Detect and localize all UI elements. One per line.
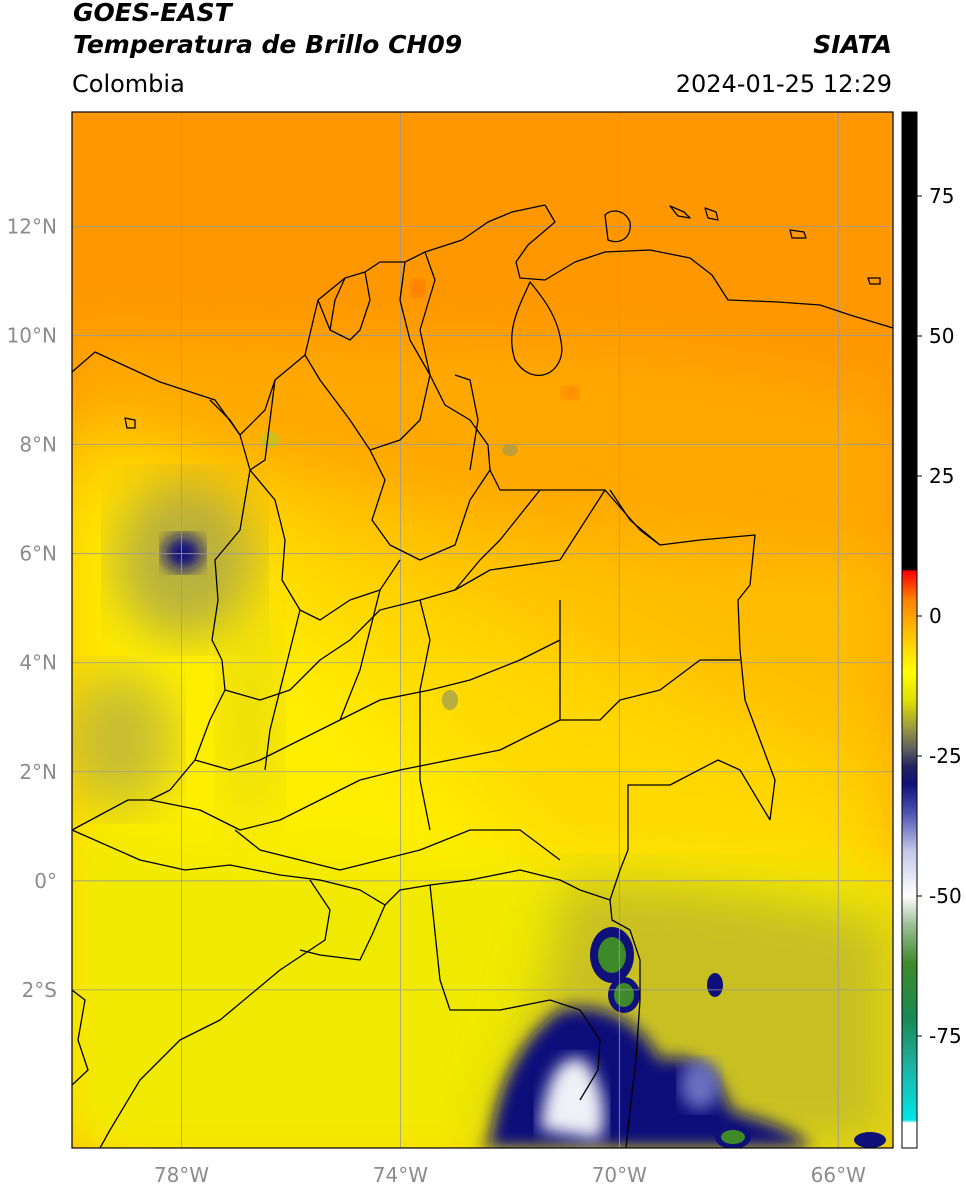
coastline-pacific-colombia xyxy=(72,434,251,831)
department-borders-f xyxy=(234,829,561,871)
department-borders-g xyxy=(264,609,301,771)
colorbar-frame xyxy=(901,111,918,1149)
colorbar-tick-label: -25 xyxy=(929,744,962,768)
storm-cell-north-green xyxy=(598,937,626,973)
field-coast-cloud xyxy=(220,610,280,830)
lat-tick-label: 10°N xyxy=(7,324,57,348)
colorbar-tick-label: 25 xyxy=(929,464,954,488)
lat-tick-label: 4°N xyxy=(19,651,57,675)
department-borders-d xyxy=(194,639,561,771)
brightness-temperature-map xyxy=(72,112,893,1148)
border-peru-amazon xyxy=(429,884,601,1101)
latitude-tick-labels: 12°N 10°N 8°N 6°N 4°N 2°N 0° 2°S xyxy=(7,215,57,1002)
border-ecuador-peru xyxy=(99,879,331,1148)
lon-tick-label: 78°W xyxy=(154,1163,209,1187)
border-colombia-venezuela xyxy=(419,251,776,821)
department-borders-h xyxy=(339,589,381,721)
department-borders-p xyxy=(559,489,606,561)
lon-tick-label: 74°W xyxy=(373,1163,428,1187)
coastline-maracaibo-lake xyxy=(511,281,563,376)
island-aruba-curacao xyxy=(604,210,631,243)
island-small-1 xyxy=(669,205,691,219)
colorbar-tick-label: -75 xyxy=(929,1024,962,1048)
colorbar-tick-label: 50 xyxy=(929,324,954,348)
lat-tick-label: 0° xyxy=(34,869,57,893)
border-colombia-ecuador xyxy=(72,829,386,906)
datetime-label: 2024-01-25 12:29 xyxy=(675,70,892,98)
lat-tick-label: 12°N xyxy=(7,215,57,239)
border-panama-colombia xyxy=(209,399,241,436)
lat-tick-label: 8°N xyxy=(19,433,57,457)
lat-tick-label: 2°S xyxy=(22,978,57,1002)
storm-cell-corner xyxy=(854,1132,886,1148)
island-small-3 xyxy=(789,229,807,239)
coastline-pacific-central-america xyxy=(72,204,546,436)
colorbar: 75 50 25 0 -25 -50 -75 xyxy=(901,111,962,1149)
product-title: Temperatura de Brillo CH09 xyxy=(73,30,463,59)
cloud-speck xyxy=(442,690,458,710)
coastline-guajira xyxy=(515,204,893,329)
colorbar-ramp xyxy=(902,112,917,1148)
cloud-speck xyxy=(502,444,518,456)
longitude-tick-labels: 78°W 74°W 70°W 66°W xyxy=(154,1163,866,1187)
island-small-2 xyxy=(704,207,719,221)
graticule xyxy=(72,112,893,1148)
storm-cell-mid-green xyxy=(614,983,634,1007)
colorbar-tick-label: 0 xyxy=(929,604,942,628)
field-hot-spot xyxy=(412,280,424,296)
map-frame xyxy=(71,111,894,1149)
source-title: GOES-EAST xyxy=(73,0,232,27)
department-borders-k xyxy=(329,277,346,331)
region-label: Colombia xyxy=(72,70,185,98)
border-colombia-peru xyxy=(299,869,611,961)
department-borders-i xyxy=(419,599,431,831)
storm-choco xyxy=(163,535,203,571)
colorbar-tick-label: 75 xyxy=(929,184,954,208)
border-colombia-venezuela-east xyxy=(454,374,479,471)
island-small-5 xyxy=(124,417,136,429)
island-small-4 xyxy=(867,277,881,285)
lon-tick-label: 66°W xyxy=(811,1163,866,1187)
coastline-ecuador xyxy=(72,989,89,1086)
cloud-speck xyxy=(260,432,280,448)
field-pacific-cloud xyxy=(72,670,175,810)
department-borders-e xyxy=(149,719,561,831)
department-borders-n xyxy=(369,374,431,451)
lat-tick-label: 2°N xyxy=(19,760,57,784)
border-venezuela-interior xyxy=(609,489,661,546)
department-borders-m xyxy=(249,379,276,471)
storm-amazon-cell xyxy=(680,1060,720,1110)
colorbar-tick-label: -50 xyxy=(929,884,962,908)
storm-cell-south-green xyxy=(721,1130,745,1144)
department-borders-a xyxy=(304,354,491,561)
colorbar-ticks: 75 50 25 0 -25 -50 -75 xyxy=(917,184,962,1048)
department-borders-l xyxy=(399,261,431,376)
department-borders-c xyxy=(224,559,561,701)
temperature-field xyxy=(72,280,893,1148)
storm-amazon-top xyxy=(540,1058,605,1140)
lat-tick-label: 6°N xyxy=(19,542,57,566)
political-borders xyxy=(72,204,893,1148)
storm-cell-east xyxy=(707,973,723,997)
field-hot-spot xyxy=(562,387,578,399)
agency-label: SIATA xyxy=(813,30,892,59)
department-borders-j xyxy=(317,271,371,341)
lon-tick-label: 70°W xyxy=(592,1163,647,1187)
department-borders-o xyxy=(454,489,541,591)
